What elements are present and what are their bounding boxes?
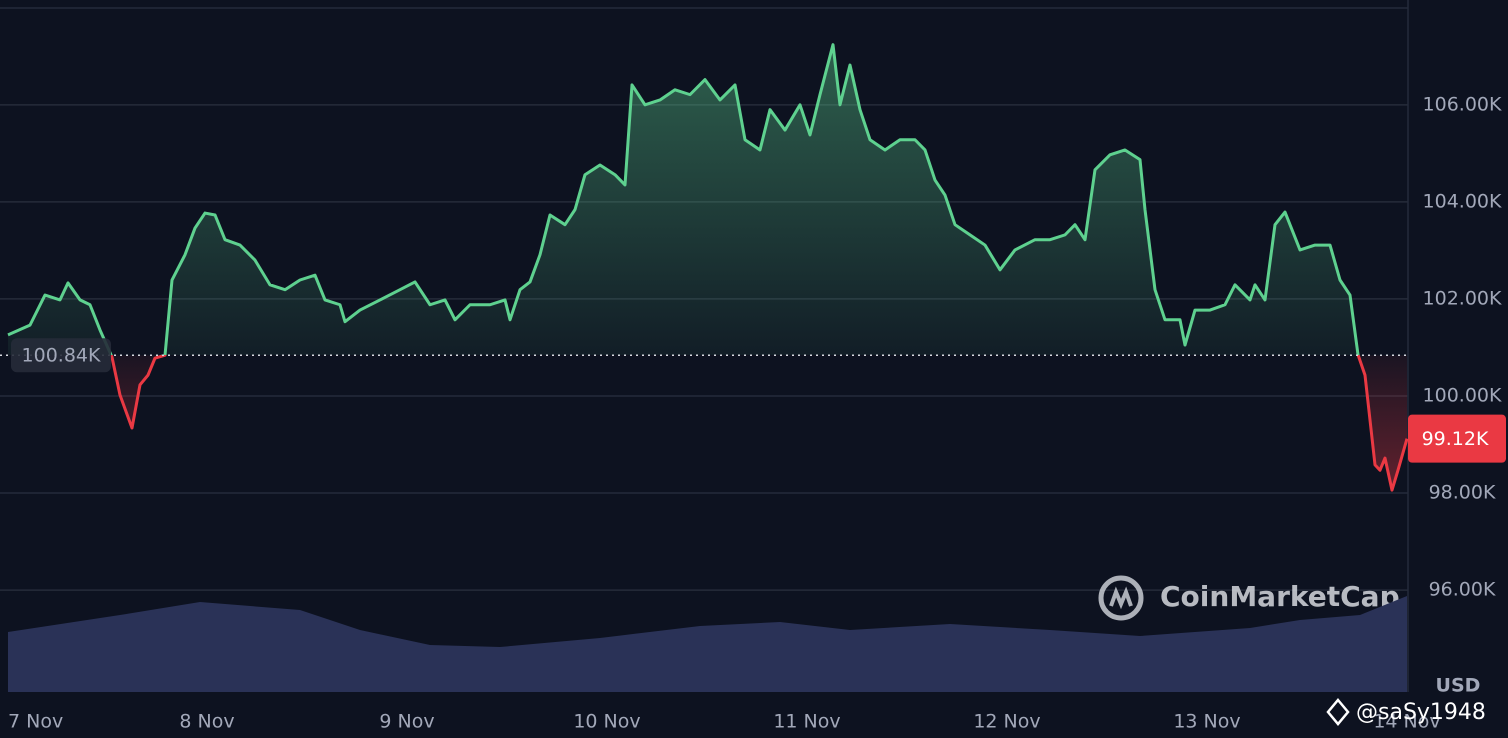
- y-tick-label: 100.00K: [1423, 384, 1502, 406]
- volume-area: [8, 596, 1407, 692]
- watermark-text: CoinMarketCap: [1160, 580, 1400, 613]
- baseline-label-box: [11, 338, 111, 373]
- x-tick-label: 7 Nov: [8, 711, 63, 733]
- x-tick-label: 13 Nov: [1173, 711, 1240, 733]
- x-tick-label: 14 Nov: [1373, 711, 1440, 733]
- credit-icon: [1326, 698, 1350, 726]
- price-line: [7, 43, 1409, 492]
- y-tick-label: 98.00K: [1429, 482, 1496, 504]
- currency-label: USD: [1436, 675, 1481, 697]
- x-tick-label: 12 Nov: [973, 711, 1040, 733]
- credit-text: @saSy1948: [1356, 700, 1486, 725]
- x-tick-label: 11 Nov: [773, 711, 840, 733]
- x-tick-label: 10 Nov: [573, 711, 640, 733]
- watermark-logo-m: [1109, 586, 1133, 610]
- watermark-logo: [1098, 575, 1144, 621]
- price-area: [8, 44, 1407, 491]
- y-tick-label: 96.00K: [1429, 579, 1496, 601]
- watermark-group: CoinMarketCap: [1098, 575, 1400, 621]
- current-price-box: [1408, 414, 1506, 463]
- x-tick-label: 8 Nov: [179, 711, 234, 733]
- x-tick-label: 9 Nov: [379, 711, 434, 733]
- baseline-label: 100.84K: [22, 345, 101, 367]
- y-tick-label: 102.00K: [1423, 287, 1502, 309]
- y-tick-label: 106.00K: [1423, 93, 1502, 115]
- y-tick-label: 104.00K: [1423, 190, 1502, 212]
- current-price-label: 99.12K: [1422, 428, 1489, 450]
